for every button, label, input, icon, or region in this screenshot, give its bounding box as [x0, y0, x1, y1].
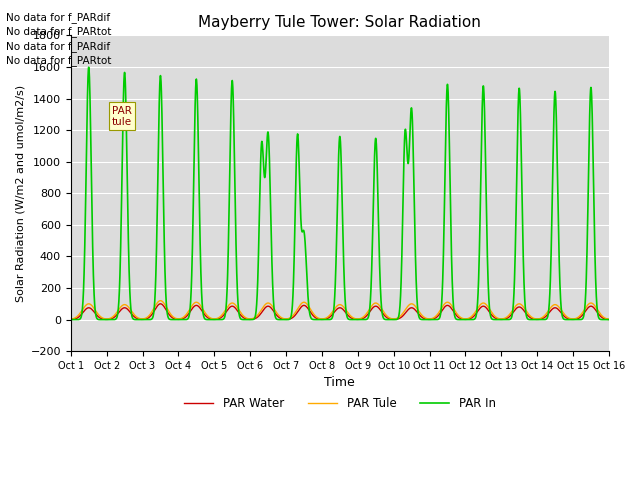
PAR In: [537, 317, 545, 323]
PAR Tule: [273, 311, 281, 316]
Line: PAR Water: PAR Water: [71, 304, 609, 320]
Text: No data for f_PARtot: No data for f_PARtot: [6, 26, 112, 37]
PAR Water: [128, 312, 136, 317]
Title: Mayberry Tule Tower: Solar Radiation: Mayberry Tule Tower: Solar Radiation: [198, 15, 481, 30]
PAR Water: [595, 311, 602, 317]
Text: PAR
tule: PAR tule: [112, 106, 132, 127]
PAR In: [129, 314, 136, 320]
PAR In: [595, 314, 602, 320]
Text: No data for f_PARdif: No data for f_PARdif: [6, 41, 111, 52]
Line: PAR In: PAR In: [71, 67, 609, 320]
PAR Water: [157, 301, 164, 307]
PAR Tule: [67, 316, 75, 322]
PAR Tule: [595, 308, 602, 314]
X-axis label: Time: Time: [324, 376, 355, 389]
Legend: PAR Water, PAR Tule, PAR In: PAR Water, PAR Tule, PAR In: [179, 392, 500, 415]
PAR Tule: [605, 316, 612, 322]
PAR Tule: [128, 309, 136, 315]
PAR Tule: [297, 301, 305, 307]
PAR In: [273, 316, 281, 322]
PAR Water: [605, 317, 612, 323]
PAR Water: [161, 304, 168, 310]
PAR Tule: [537, 315, 545, 321]
PAR In: [605, 317, 612, 323]
PAR In: [161, 239, 168, 245]
PAR Water: [273, 313, 281, 319]
PAR Water: [67, 317, 75, 323]
PAR In: [67, 317, 75, 323]
Text: No data for f_PARdif: No data for f_PARdif: [6, 12, 111, 23]
PAR Tule: [157, 298, 164, 303]
PAR Water: [297, 305, 305, 311]
Y-axis label: Solar Radiation (W/m2 and umol/m2/s): Solar Radiation (W/m2 and umol/m2/s): [15, 84, 25, 302]
Text: No data for f_PARtot: No data for f_PARtot: [6, 55, 112, 66]
PAR In: [85, 64, 93, 70]
Line: PAR Tule: PAR Tule: [71, 300, 609, 319]
PAR In: [297, 211, 305, 217]
PAR Water: [537, 316, 545, 322]
PAR Tule: [161, 301, 168, 307]
